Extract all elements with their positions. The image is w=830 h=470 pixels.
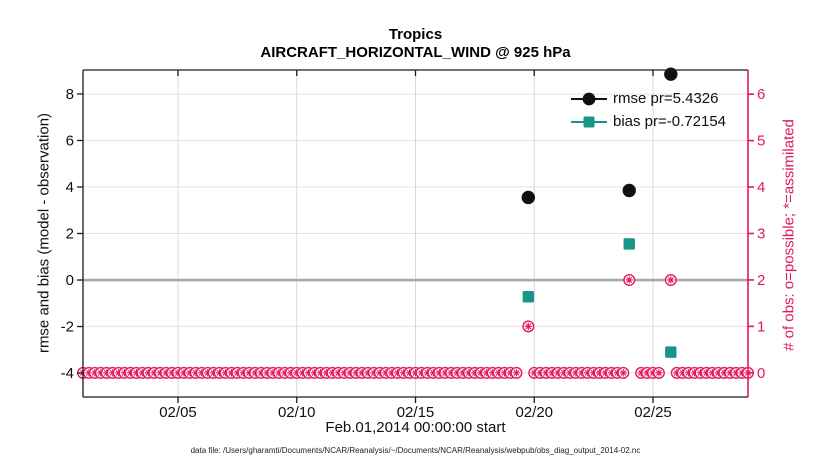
x-tick-label: 02/10: [278, 404, 316, 421]
bias-legend-marker-icon: [571, 116, 607, 127]
y-left-tick-label: -2: [61, 319, 74, 336]
legend-label-bias: bias pr=-0.72154: [613, 113, 726, 130]
obs-asterisk: [655, 369, 662, 376]
y-left-tick-label: 6: [66, 132, 74, 149]
obs-marker: [617, 366, 630, 379]
bias-point: [665, 346, 677, 358]
y-right-tick-label: 2: [757, 272, 765, 289]
y-left-tick-label: 2: [66, 226, 74, 243]
rmse-legend-marker-icon: [571, 92, 607, 105]
y-left-tick-label: 0: [66, 272, 74, 289]
obs-marker: [510, 366, 523, 379]
obs-marker: [652, 366, 665, 379]
y-right-tick-label: 1: [757, 318, 765, 335]
obs-asterisk: [513, 369, 520, 376]
obs-marker: [623, 273, 636, 286]
y-right-tick-label: 5: [757, 133, 765, 150]
y-right-tick-label: 6: [757, 86, 765, 103]
rmse-point: [521, 190, 536, 205]
x-tick-label: 02/25: [634, 404, 672, 421]
legend-entry-bias: bias pr=-0.72154: [570, 110, 726, 133]
obs-asterisk: [525, 323, 532, 330]
obs-asterisk: [667, 276, 674, 283]
x-tick-label: 02/20: [515, 404, 553, 421]
y-right-tick-label: 3: [757, 226, 765, 243]
obs-asterisk: [620, 369, 627, 376]
chart-subtitle: AIRCRAFT_HORIZONTAL_WIND @ 925 hPa: [260, 44, 571, 61]
legend-entry-rmse: rmse pr=5.4326: [570, 87, 726, 110]
y-left-tick-label: 8: [66, 86, 74, 103]
rmse-point: [664, 67, 678, 81]
x-tick-label: 02/15: [397, 404, 435, 421]
y-axis-label-left: rmse and bias (model - observation): [35, 112, 53, 354]
bias-point: [522, 291, 535, 303]
y-left-tick-label: 4: [66, 179, 74, 196]
bias-point: [623, 238, 635, 250]
obs-marker: [522, 320, 535, 333]
legend: rmse pr=5.4326 bias pr=-0.72154: [570, 87, 726, 133]
y-right-tick-label: 0: [757, 365, 765, 382]
x-axis-label: Feb.01,2014 00:00:00 start: [325, 419, 506, 436]
x-tick-label: 02/05: [159, 404, 197, 421]
y-right-tick-label: 4: [757, 179, 765, 196]
chart-title: Tropics: [388, 26, 443, 43]
legend-label-rmse: rmse pr=5.4326: [613, 90, 719, 107]
y-axis-label-right: # of obs: o=possible; *=assimilated: [780, 119, 798, 351]
rmse-point: [622, 183, 636, 198]
data-file-path: data file: /Users/gharamti/Documents/NCA…: [190, 446, 641, 455]
obs-asterisk: [626, 276, 633, 283]
y-left-tick-label: -4: [61, 365, 74, 382]
obs-marker: [664, 273, 677, 286]
